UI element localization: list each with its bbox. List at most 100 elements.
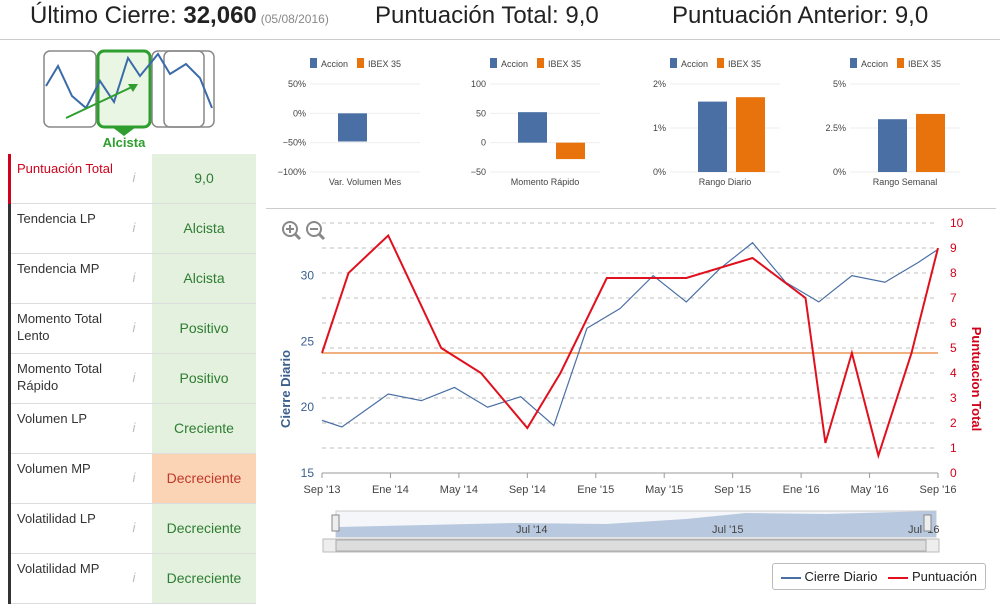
legend-label-accion: Accion	[681, 59, 708, 69]
y2-tick: 7	[950, 291, 957, 305]
x-tick: May '15	[645, 484, 683, 496]
zoom-in-icon-handle	[293, 232, 302, 241]
bar-accion	[518, 112, 547, 143]
bar-ibex-35	[736, 97, 765, 172]
y2-tick: 9	[950, 241, 957, 255]
indicator-value: Positivo	[152, 304, 256, 353]
x-tick: Ene '16	[783, 484, 820, 496]
info-icon[interactable]: i	[132, 470, 136, 485]
indicator-value: Decreciente	[152, 554, 256, 603]
chart-title: Momento Rápido	[511, 177, 580, 187]
y2-tick: 6	[950, 316, 957, 330]
info-icon[interactable]: i	[132, 520, 136, 535]
y2-tick: 1	[950, 441, 957, 455]
indicator-row: Volatilidad MP i Decreciente	[8, 554, 256, 604]
legend-swatch-ibex	[537, 58, 544, 68]
legend-swatch-accion	[850, 58, 857, 68]
legend-price[interactable]: Cierre Diario	[804, 569, 878, 584]
indicator-row: Volumen LP i Creciente	[8, 404, 256, 454]
y2-tick: 4	[950, 366, 957, 380]
indicator-row: Tendencia LP i Alcista	[8, 204, 256, 254]
trend-arrow-head	[128, 84, 138, 92]
y-tick: 20	[301, 400, 315, 414]
indicator-label: Volumen LP	[8, 404, 126, 454]
last-close-value: 32,060	[183, 2, 257, 29]
trend-badge: Alcista	[43, 49, 215, 150]
chart-title: Rango Diario	[699, 177, 752, 187]
summary-header: Último Cierre: 32,060 (05/08/2016) Puntua…	[0, 0, 1000, 40]
indicator-row: Momento Total Lento i Positivo	[8, 304, 256, 354]
info-icon[interactable]: i	[132, 320, 136, 335]
x-tick: Sep '14	[509, 484, 546, 496]
navigator-area	[336, 511, 936, 537]
tick-label: 1%	[653, 123, 666, 133]
indicator-row: Tendencia MP i Alcista	[8, 254, 256, 304]
legend-label-ibex: IBEX 35	[728, 59, 761, 69]
indicator-label: Momento Total Lento	[8, 304, 126, 354]
comparison-bar-charts: Accion IBEX 35 50% 0% −50% −100% Var. Volumen …	[278, 58, 960, 187]
indicator-label: Puntuación Total	[8, 154, 126, 204]
y-tick: 25	[301, 334, 315, 348]
tick-label: 2%	[653, 79, 666, 89]
bar-chart-3: Accion IBEX 35 5% 2.5% 0% Rango Semanal	[825, 58, 960, 187]
legend-label-accion: Accion	[321, 59, 348, 69]
bar-accion	[338, 113, 367, 142]
x-tick: May '16	[850, 484, 888, 496]
info-icon[interactable]: i	[132, 220, 136, 235]
last-close-label: Último Cierre:	[30, 2, 177, 29]
info-icon[interactable]: i	[132, 270, 136, 285]
trend-pointer	[112, 127, 136, 136]
indicator-value: Creciente	[152, 404, 256, 453]
x-tick: Sep '13	[304, 484, 341, 496]
tick-label: 50%	[288, 79, 306, 89]
total-score-value: 9,0	[565, 2, 599, 29]
indicator-value: Decreciente	[152, 454, 256, 503]
info-icon[interactable]: i	[132, 170, 136, 185]
y2-axis-title: Puntuacion Total	[969, 327, 984, 431]
zoom-in-icon[interactable]	[282, 221, 302, 241]
info-icon[interactable]: i	[132, 370, 136, 385]
tick-label: 50	[476, 108, 486, 118]
chart-title: Rango Semanal	[873, 177, 938, 187]
indicator-label: Volumen MP	[8, 454, 126, 504]
tick-label: 0%	[293, 108, 306, 118]
tick-label: 5%	[833, 79, 846, 89]
prev-score-value: 9,0	[894, 2, 929, 29]
info-icon[interactable]: i	[132, 570, 136, 585]
tick-label: −50%	[283, 138, 306, 148]
legend-score[interactable]: Puntuación	[911, 569, 977, 584]
prev-score: Puntuación Anterior: 9,0	[672, 2, 928, 30]
legend-label-accion: Accion	[501, 59, 528, 69]
tick-label: 0%	[653, 167, 666, 177]
indicator-label: Volatilidad LP	[8, 504, 126, 554]
scrollbar-thumb[interactable]	[335, 539, 927, 552]
total-score-label: Puntuación Total:	[375, 2, 559, 29]
navigator-label: Jul '15	[712, 524, 743, 536]
legend-label-ibex: IBEX 35	[548, 59, 581, 69]
bar-accion	[878, 119, 907, 172]
x-tick: Ene '14	[372, 484, 409, 496]
bar-chart-1: Accion IBEX 35 100 50 0 −50 Momento Rápido	[471, 58, 600, 187]
tick-label: 0	[481, 138, 486, 148]
score-line	[321, 233, 939, 460]
navigator-right-handle[interactable]	[923, 514, 932, 532]
legend-swatch-ibex	[897, 58, 904, 68]
indicator-label: Tendencia LP	[8, 204, 126, 254]
y2-tick: 8	[950, 266, 957, 280]
info-icon[interactable]: i	[132, 420, 136, 435]
legend-swatch-accion	[310, 58, 317, 68]
navigator-left-handle[interactable]	[331, 514, 340, 532]
zoom-out-icon[interactable]	[306, 221, 326, 241]
y2-tick: 3	[950, 391, 957, 405]
indicator-value: 9,0	[152, 154, 256, 203]
navigator-label: Jul '14	[516, 524, 547, 536]
bar-chart-0: Accion IBEX 35 50% 0% −50% −100% Var. Volumen …	[278, 58, 420, 187]
legend-label-accion: Accion	[861, 59, 888, 69]
total-score: Puntuación Total: 9,0	[375, 2, 599, 30]
indicator-row: Volumen MP i Decreciente	[8, 454, 256, 504]
tick-label: −50	[471, 167, 486, 177]
y2-tick: 0	[950, 466, 957, 480]
range-navigator: Jul '14 Jul '15 Jul '16	[322, 510, 940, 553]
chart-legend[interactable]: Cierre Diario Puntuación	[771, 563, 986, 590]
x-tick: Ene '15	[577, 484, 614, 496]
